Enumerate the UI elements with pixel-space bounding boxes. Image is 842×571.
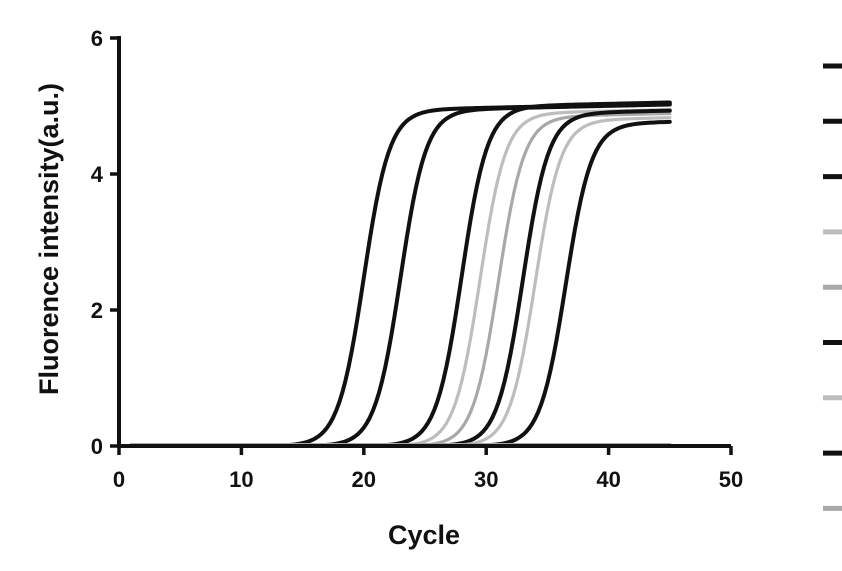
y-tick-label: 4	[91, 162, 104, 187]
y-tick-label: 6	[91, 26, 103, 51]
curves-layer	[131, 102, 670, 446]
x-tick-label: 10	[229, 467, 253, 492]
series-line-2	[131, 105, 670, 447]
x-tick-label: 30	[474, 467, 498, 492]
x-tick-label: 50	[719, 467, 743, 492]
x-tick-label: 40	[596, 467, 620, 492]
y-axis-title: Fluorence intensity(a.u.)	[34, 83, 64, 395]
axes-layer: 0 10 20 30 40 50 0 2 4 6	[91, 26, 743, 492]
legend	[823, 66, 842, 508]
y-tick-label: 0	[91, 434, 103, 459]
x-tick-label: 20	[352, 467, 376, 492]
x-tick-label: 0	[113, 467, 125, 492]
x-axis-title: Cycle	[388, 520, 460, 550]
y-tick-label: 2	[91, 298, 103, 323]
